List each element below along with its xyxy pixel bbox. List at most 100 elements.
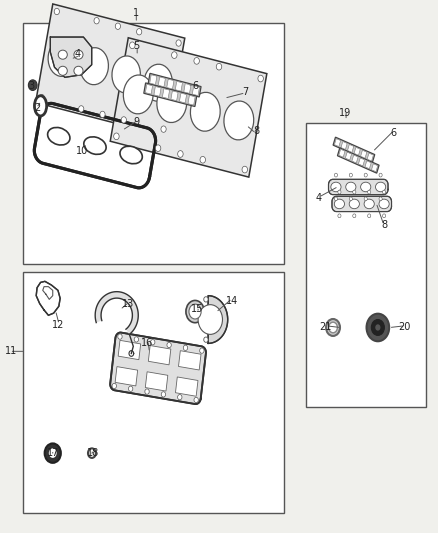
Ellipse shape <box>88 448 96 458</box>
Circle shape <box>242 166 247 173</box>
Bar <box>23 22 284 264</box>
Circle shape <box>151 340 155 345</box>
Circle shape <box>258 75 263 82</box>
Text: 8: 8 <box>253 126 259 136</box>
Circle shape <box>334 197 338 201</box>
Text: 21: 21 <box>319 322 332 333</box>
Ellipse shape <box>48 39 77 76</box>
Circle shape <box>184 345 187 351</box>
Ellipse shape <box>334 199 345 209</box>
Text: 4: 4 <box>74 50 81 59</box>
Ellipse shape <box>74 66 83 75</box>
Ellipse shape <box>48 127 70 145</box>
Circle shape <box>128 386 133 391</box>
Text: 12: 12 <box>52 320 64 330</box>
Polygon shape <box>339 149 345 157</box>
Polygon shape <box>332 196 392 212</box>
Ellipse shape <box>189 304 201 319</box>
Circle shape <box>367 190 371 194</box>
Polygon shape <box>162 88 170 99</box>
Polygon shape <box>115 367 138 386</box>
Circle shape <box>176 40 181 46</box>
Circle shape <box>54 9 60 15</box>
Ellipse shape <box>191 92 220 131</box>
Text: 19: 19 <box>339 108 351 118</box>
Polygon shape <box>95 292 138 334</box>
Polygon shape <box>360 150 367 158</box>
Polygon shape <box>158 77 166 87</box>
Text: 18: 18 <box>87 448 99 458</box>
Text: 4: 4 <box>316 192 322 203</box>
Polygon shape <box>35 4 185 136</box>
Ellipse shape <box>46 444 60 462</box>
Bar <box>306 123 426 407</box>
Polygon shape <box>154 86 161 96</box>
Polygon shape <box>171 91 178 101</box>
Text: 20: 20 <box>398 322 410 333</box>
Polygon shape <box>365 161 371 169</box>
Ellipse shape <box>331 182 341 192</box>
Ellipse shape <box>379 199 389 209</box>
Polygon shape <box>148 345 171 365</box>
Circle shape <box>364 197 367 201</box>
Text: 2: 2 <box>34 103 40 114</box>
Polygon shape <box>367 153 373 161</box>
Ellipse shape <box>328 322 337 333</box>
Polygon shape <box>352 155 358 163</box>
Polygon shape <box>371 164 378 172</box>
Circle shape <box>198 305 223 334</box>
Text: 1: 1 <box>133 8 139 18</box>
Polygon shape <box>180 93 187 103</box>
Polygon shape <box>50 37 92 77</box>
Text: 14: 14 <box>226 296 238 306</box>
Bar <box>23 272 284 513</box>
Ellipse shape <box>157 84 187 123</box>
Polygon shape <box>145 84 152 94</box>
Text: 6: 6 <box>390 128 396 138</box>
Circle shape <box>137 29 142 35</box>
Polygon shape <box>110 333 206 404</box>
Ellipse shape <box>46 446 59 461</box>
Circle shape <box>194 397 198 402</box>
Polygon shape <box>192 86 199 95</box>
Circle shape <box>353 214 356 217</box>
Text: 16: 16 <box>141 338 153 349</box>
Ellipse shape <box>375 182 386 192</box>
Circle shape <box>367 214 371 217</box>
Polygon shape <box>148 74 201 97</box>
Ellipse shape <box>349 199 360 209</box>
Circle shape <box>145 389 149 394</box>
Polygon shape <box>358 158 364 166</box>
Ellipse shape <box>90 450 94 456</box>
Circle shape <box>382 214 385 217</box>
Text: 6: 6 <box>192 81 198 91</box>
Ellipse shape <box>346 182 356 192</box>
Circle shape <box>204 337 208 342</box>
Ellipse shape <box>186 301 204 322</box>
Ellipse shape <box>364 199 374 209</box>
Circle shape <box>172 52 177 59</box>
Polygon shape <box>335 139 341 147</box>
Circle shape <box>114 133 119 140</box>
Ellipse shape <box>58 50 67 59</box>
Circle shape <box>375 324 381 330</box>
Circle shape <box>112 383 117 389</box>
Polygon shape <box>110 38 267 177</box>
Circle shape <box>338 190 341 194</box>
Circle shape <box>178 151 183 157</box>
Text: 5: 5 <box>133 42 139 52</box>
Circle shape <box>200 348 204 353</box>
Circle shape <box>353 190 356 194</box>
Circle shape <box>338 214 341 217</box>
Circle shape <box>379 197 382 201</box>
Polygon shape <box>118 341 141 360</box>
Circle shape <box>349 173 353 177</box>
Text: 9: 9 <box>133 117 139 127</box>
Text: 10: 10 <box>76 146 88 156</box>
Ellipse shape <box>74 50 83 59</box>
Circle shape <box>161 392 166 397</box>
Text: 11: 11 <box>5 346 17 357</box>
Circle shape <box>118 334 122 340</box>
Ellipse shape <box>58 66 67 75</box>
Polygon shape <box>337 148 379 173</box>
